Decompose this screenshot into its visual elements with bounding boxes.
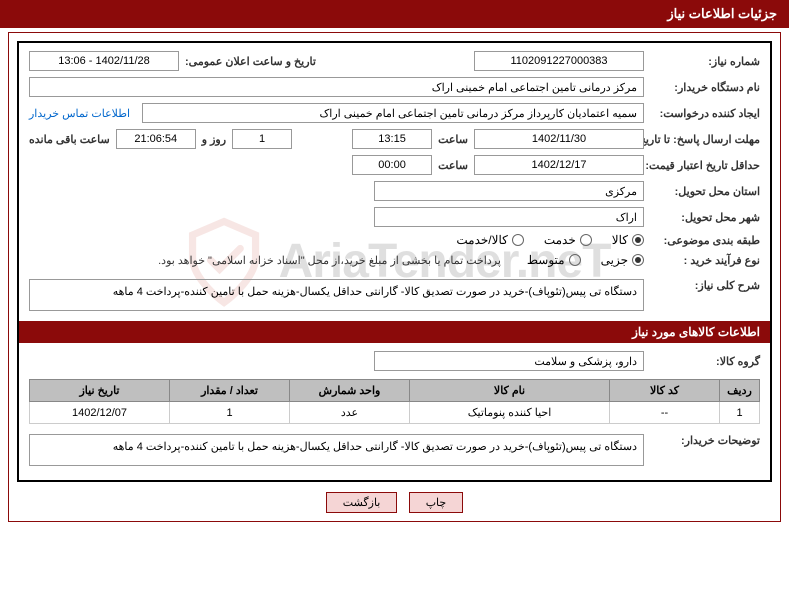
main-panel: AriaTender.neT شماره نیاز: 1102091227000… xyxy=(17,41,772,482)
province-field: مرکزی xyxy=(374,181,644,201)
back-button[interactable]: بازگشت xyxy=(326,492,398,513)
radio-goods-label: کالا xyxy=(612,233,628,247)
category-label: طبقه بندی موضوعی: xyxy=(650,234,760,247)
print-button[interactable]: چاپ xyxy=(409,492,464,513)
validity-label: حداقل تاریخ اعتبار قیمت: تا تاریخ: xyxy=(650,159,760,172)
goods-table: ردیف کد کالا نام کالا واحد شمارش تعداد /… xyxy=(29,379,760,424)
td-name: احیا کننده پنوماتیک xyxy=(410,402,610,424)
group-field: دارو، پزشکی و سلامت xyxy=(374,351,644,371)
th-unit: واحد شمارش xyxy=(290,380,410,402)
announce-label: تاریخ و ساعت اعلان عمومی: xyxy=(185,55,316,68)
buyer-label: نام دستگاه خریدار: xyxy=(650,81,760,94)
radio-goods[interactable]: کالا xyxy=(612,233,644,247)
td-date: 1402/12/07 xyxy=(30,402,170,424)
radio-icon xyxy=(580,234,592,246)
group-label: گروه کالا: xyxy=(650,355,760,368)
deadline-label: مهلت ارسال پاسخ: تا تاریخ: xyxy=(650,133,760,146)
process-radio-group: جزیی متوسط xyxy=(527,253,644,267)
payment-note: پرداخت تمام یا بخشی از مبلغ خرید،از محل … xyxy=(158,254,501,267)
validity-date-field: 1402/12/17 xyxy=(474,155,644,175)
remain-days-field: 1 xyxy=(232,129,292,149)
requester-label: ایجاد کننده درخواست: xyxy=(650,107,760,120)
radio-icon xyxy=(632,254,644,266)
td-row: 1 xyxy=(720,402,760,424)
goods-section-header: اطلاعات کالاهای مورد نیاز xyxy=(19,321,770,343)
outer-border: AriaTender.neT شماره نیاز: 1102091227000… xyxy=(8,32,781,522)
radio-medium[interactable]: متوسط xyxy=(527,253,581,267)
contact-link[interactable]: اطلاعات تماس خریدار xyxy=(29,107,130,120)
day-word: روز و xyxy=(202,133,226,146)
th-name: نام کالا xyxy=(410,380,610,402)
footer-buttons: چاپ بازگشت xyxy=(9,492,780,513)
category-radio-group: کالا خدمت کالا/خدمت xyxy=(456,233,644,247)
need-number-field: 1102091227000383 xyxy=(474,51,644,71)
city-label: شهر محل تحویل: xyxy=(650,211,760,224)
need-number-label: شماره نیاز: xyxy=(650,55,760,68)
deadline-date-field: 1402/11/30 xyxy=(474,129,644,149)
requester-field: سمیه اعتمادیان کارپرداز مرکز درمانی تامی… xyxy=(142,103,644,123)
city-field: اراک xyxy=(374,207,644,227)
validity-time-field: 00:00 xyxy=(352,155,432,175)
th-code: کد کالا xyxy=(610,380,720,402)
radio-both-label: کالا/خدمت xyxy=(456,233,507,247)
th-row: ردیف xyxy=(720,380,760,402)
radio-small-label: جزیی xyxy=(601,253,628,267)
process-label: نوع فرآیند خرید : xyxy=(650,254,760,267)
desc-label: شرح کلی نیاز: xyxy=(650,279,760,292)
radio-both[interactable]: کالا/خدمت xyxy=(456,233,523,247)
th-date: تاریخ نیاز xyxy=(30,380,170,402)
province-label: استان محل تحویل: xyxy=(650,185,760,198)
announce-date-field: 1402/11/28 - 13:06 xyxy=(29,51,179,71)
td-code: -- xyxy=(610,402,720,424)
buyer-name-field: مرکز درمانی تامین اجتماعی امام خمینی ارا… xyxy=(29,77,644,97)
td-qty: 1 xyxy=(170,402,290,424)
desc-textarea: دستگاه تی پیس(تئوپاف)-خرید در صورت تصدیق… xyxy=(29,279,644,311)
radio-icon xyxy=(632,234,644,246)
deadline-time-field: 13:15 xyxy=(352,129,432,149)
time-label-1: ساعت xyxy=(438,133,468,146)
td-unit: عدد xyxy=(290,402,410,424)
radio-small[interactable]: جزیی xyxy=(601,253,644,267)
time-label-2: ساعت xyxy=(438,159,468,172)
buyer-notes-textarea: دستگاه تی پیس(تئوپاف)-خرید در صورت تصدیق… xyxy=(29,434,644,466)
remain-time-field: 21:06:54 xyxy=(116,129,196,149)
th-qty: تعداد / مقدار xyxy=(170,380,290,402)
table-row: 1 -- احیا کننده پنوماتیک عدد 1 1402/12/0… xyxy=(30,402,760,424)
table-header-row: ردیف کد کالا نام کالا واحد شمارش تعداد /… xyxy=(30,380,760,402)
radio-icon xyxy=(569,254,581,266)
radio-medium-label: متوسط xyxy=(527,253,565,267)
radio-service[interactable]: خدمت xyxy=(544,233,592,247)
radio-icon xyxy=(512,234,524,246)
buyer-notes-label: توضیحات خریدار: xyxy=(650,434,760,447)
remain-label: ساعت باقی مانده xyxy=(29,133,110,146)
page-header: جزئیات اطلاعات نیاز xyxy=(0,0,789,28)
radio-service-label: خدمت xyxy=(544,233,576,247)
